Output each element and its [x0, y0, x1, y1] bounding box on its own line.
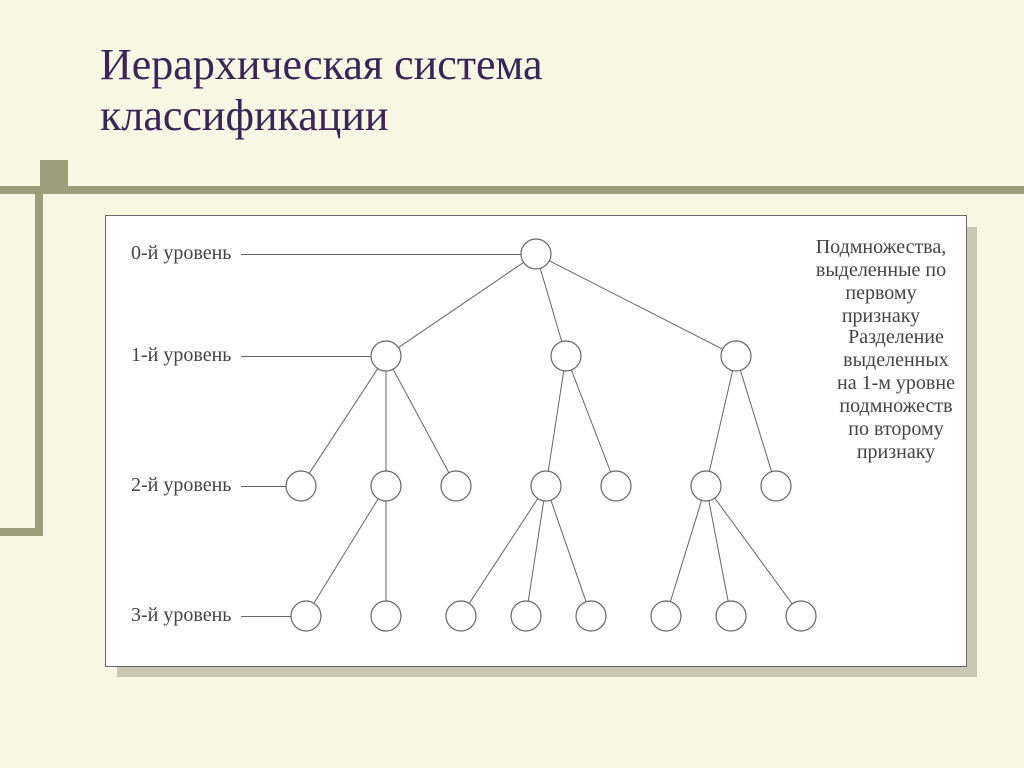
- leader-line: [241, 486, 286, 487]
- leader-line: [241, 254, 521, 255]
- tree-node: [716, 601, 746, 631]
- leader-line: [241, 616, 291, 617]
- leader-line: [241, 356, 371, 357]
- deco-bar-top: [0, 186, 1024, 194]
- diagram-note: Подмножества,выделенные по первомупризна…: [796, 236, 966, 328]
- tree-edge: [551, 500, 586, 602]
- tree-node: [691, 471, 721, 501]
- tree-node: [446, 601, 476, 631]
- tree-node: [551, 341, 581, 371]
- level-label: 1-й уровень: [131, 344, 231, 367]
- tree-node: [786, 601, 816, 631]
- tree-edge: [309, 369, 378, 474]
- tree-node: [531, 471, 561, 501]
- tree-edge: [393, 369, 449, 473]
- tree-node: [761, 471, 791, 501]
- tree-edge: [548, 371, 563, 471]
- tree-edge: [715, 498, 792, 604]
- title-line2: классификации: [100, 91, 388, 140]
- tree-node: [291, 601, 321, 631]
- title-line1: Иерархическая система: [100, 40, 543, 89]
- diagram-panel: 0-й уровень 1-й уровень 2-й уровень 3-й уро…: [105, 215, 967, 667]
- tree-node: [286, 471, 316, 501]
- level-label: 3-й уровень: [131, 604, 231, 627]
- tree-node: [371, 471, 401, 501]
- tree-edge: [571, 370, 610, 472]
- tree-edge: [709, 501, 728, 602]
- tree-node: [511, 601, 541, 631]
- deco-square: [40, 160, 68, 188]
- tree-edge: [528, 501, 543, 601]
- tree-edge: [398, 262, 523, 347]
- level-label: 2-й уровень: [131, 474, 231, 497]
- slide-title: Иерархическая система классификации: [100, 40, 543, 141]
- tree-edge: [540, 268, 562, 341]
- level-label: 0-й уровень: [131, 242, 231, 265]
- tree-node: [371, 341, 401, 371]
- tree-node: [721, 341, 751, 371]
- tree-node: [651, 601, 681, 631]
- tree-node: [371, 601, 401, 631]
- tree-edge: [709, 371, 732, 472]
- tree-edge: [469, 499, 538, 604]
- deco-bar-vertical: [35, 186, 43, 536]
- deco-bar-bottom: [0, 528, 35, 536]
- tree-edge: [549, 261, 722, 349]
- tree-node: [576, 601, 606, 631]
- tree-node: [441, 471, 471, 501]
- diagram-note: Разделениевыделенныхна 1-м уровнеподмнож…: [826, 326, 966, 464]
- tree-node: [521, 239, 551, 269]
- tree-edge: [314, 499, 378, 603]
- slide: Иерархическая система классификации 0-й …: [0, 0, 1024, 768]
- tree-edge: [740, 370, 771, 471]
- tree-node: [601, 471, 631, 501]
- tree-edge: [670, 500, 701, 601]
